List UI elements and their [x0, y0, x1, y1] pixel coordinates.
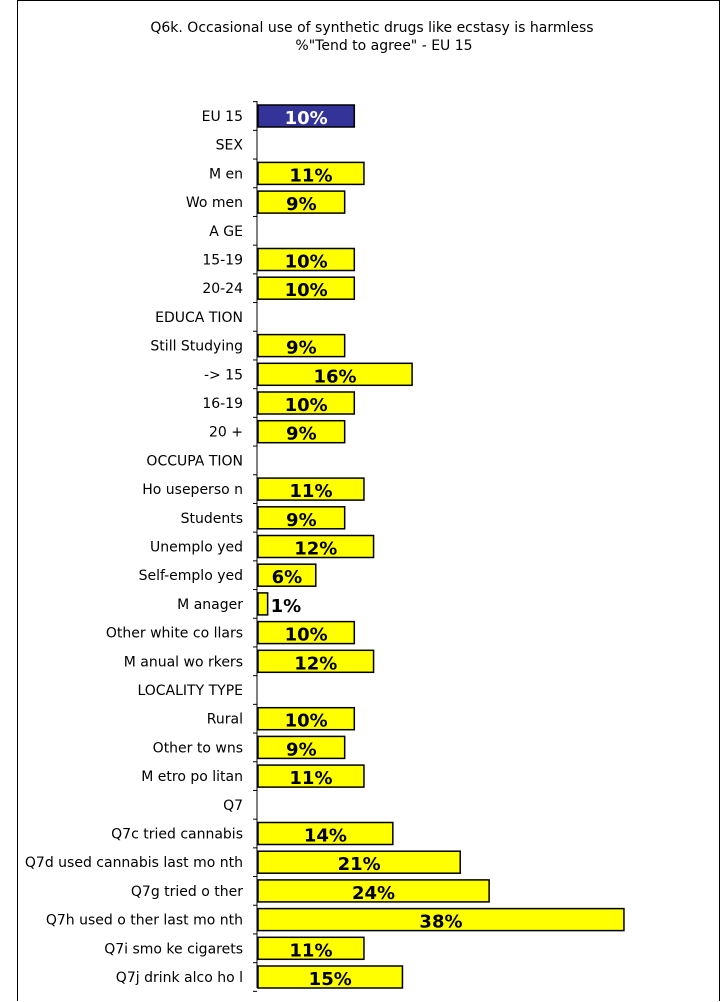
- bar-m-anager: [257, 592, 269, 616]
- bar-q7c-tried-cannabis: [257, 821, 394, 846]
- category-label-q7i-smo-ke-cigarets: Q7i smo ke cigarets: [104, 941, 243, 957]
- bar-m-anual-wo-rkers: [257, 649, 375, 674]
- value-label-unemplo-yed: 12%: [294, 539, 337, 560]
- value-label-15: 16%: [313, 366, 356, 387]
- bar-other-to-wns: [257, 735, 346, 760]
- bar-q7g-tried-o-ther: [257, 879, 490, 903]
- bar-students: [257, 506, 346, 530]
- value-label-rural: 10%: [285, 711, 328, 732]
- bar-wo-men: [257, 190, 346, 214]
- bar-q7d-used-cannabis-last-mo-nth: [257, 850, 461, 874]
- category-label-q7d-used-cannabis-last-mo-nth: Q7d used cannabis last mo nth: [25, 855, 243, 871]
- category-label-eu-15: EU 15: [202, 109, 243, 125]
- value-label-m-anual-wo-rkers: 12%: [294, 653, 337, 674]
- value-label-q7h-used-o-ther-last-mo-nth: 38%: [419, 912, 462, 933]
- category-label-q7c-tried-cannabis: Q7c tried cannabis: [111, 827, 243, 843]
- category-label-q7j-drink-alco-ho-l: Q7j drink alco ho l: [116, 970, 243, 986]
- bar-20-24: [257, 276, 356, 300]
- bar-eu-15: [257, 104, 356, 128]
- category-label-20: 20 +: [209, 425, 243, 441]
- bar-self-emplo-yed: [257, 563, 317, 587]
- value-label-ho-useperso-n: 11%: [289, 481, 332, 502]
- value-label-self-emplo-yed: 6%: [272, 567, 303, 588]
- category-label-wo-men: Wo men: [186, 195, 243, 211]
- category-label-educa-tion: EDUCA TION: [155, 310, 243, 326]
- value-label-m-en: 11%: [289, 165, 332, 186]
- category-label-m-anual-wo-rkers: M anual wo rkers: [124, 654, 243, 670]
- value-label-m-etro-po-litan: 11%: [289, 768, 332, 789]
- category-label-15-19: 15-19: [202, 253, 243, 269]
- category-label-occupa-tion: OCCUPA TION: [146, 453, 243, 469]
- category-label-m-en: M en: [209, 166, 243, 182]
- category-label-m-etro-po-litan: M etro po litan: [141, 769, 243, 785]
- category-label-students: Students: [181, 511, 243, 527]
- chart-frame: [17, 0, 720, 1001]
- category-label-q7h-used-o-ther-last-mo-nth: Q7h used o ther last mo nth: [46, 913, 243, 929]
- bar-15-19: [257, 247, 356, 272]
- bar-16-19: [257, 391, 356, 415]
- value-label-15-19: 10%: [285, 252, 328, 273]
- value-label-m-anager: 1%: [271, 596, 302, 617]
- value-label-eu-15: 10%: [285, 108, 328, 129]
- bar-20: [257, 419, 346, 444]
- category-label-ho-useperso-n: Ho useperso n: [142, 482, 243, 498]
- bar-q7j-drink-alco-ho-l: [257, 965, 404, 989]
- bar-still-studying: [257, 333, 346, 358]
- chart-subtitle: %"Tend to agree" - EU 15: [295, 38, 472, 54]
- category-label-unemplo-yed: Unemplo yed: [150, 540, 243, 556]
- value-label-q7c-tried-cannabis: 14%: [304, 826, 347, 847]
- bar-q7h-used-o-ther-last-mo-nth: [257, 907, 625, 932]
- bar-rural: [257, 706, 356, 731]
- value-label-wo-men: 9%: [286, 194, 317, 215]
- category-label-other-to-wns: Other to wns: [153, 740, 243, 756]
- category-label-a-ge: A GE: [209, 224, 243, 240]
- value-label-16-19: 10%: [285, 395, 328, 416]
- value-label-q7i-smo-ke-cigarets: 11%: [289, 940, 332, 961]
- category-label-q7: Q7: [223, 798, 243, 814]
- category-label-still-studying: Still Studying: [150, 339, 243, 355]
- chart-title: Q6k. Occasional use of synthetic drugs l…: [150, 20, 593, 36]
- value-label-q7j-drink-alco-ho-l: 15%: [309, 969, 352, 990]
- value-label-students: 9%: [286, 510, 317, 531]
- bar-other-white-co-llars: [257, 620, 356, 645]
- value-label-20-24: 10%: [285, 280, 328, 301]
- value-label-other-white-co-llars: 10%: [285, 625, 328, 646]
- value-label-other-to-wns: 9%: [286, 739, 317, 760]
- bar-m-etro-po-litan: [257, 764, 365, 788]
- category-label-20-24: 20-24: [202, 281, 243, 297]
- bar-unemplo-yed: [257, 534, 375, 559]
- value-label-still-studying: 9%: [286, 338, 317, 359]
- category-label-q7g-tried-o-ther: Q7g tried o ther: [131, 884, 243, 900]
- bar-q7i-smo-ke-cigarets: [257, 936, 365, 961]
- category-label-m-anager: M anager: [177, 597, 243, 613]
- category-label-rural: Rural: [207, 712, 243, 728]
- value-label-20: 9%: [286, 424, 317, 445]
- category-label-16-19: 16-19: [202, 396, 243, 412]
- category-label-other-white-co-llars: Other white co llars: [106, 626, 243, 642]
- bar-15: [257, 362, 413, 387]
- category-label-15: -> 15: [204, 367, 243, 383]
- category-label-locality-type: LOCALITY TYPE: [137, 683, 243, 699]
- value-label-q7g-tried-o-ther: 24%: [352, 883, 395, 904]
- value-label-q7d-used-cannabis-last-mo-nth: 21%: [338, 854, 381, 875]
- bars-group: 10% 11% 9% 10% 10% 9% 16% 10% 9% 11% 9% 12% 6% 1% 10% 1…: [257, 104, 625, 990]
- bar-m-en: [257, 161, 365, 186]
- category-label-self-emplo-yed: Self-emplo yed: [139, 568, 243, 584]
- bar-ho-useperso-n: [257, 477, 365, 501]
- category-label-sex: SEX: [216, 138, 244, 154]
